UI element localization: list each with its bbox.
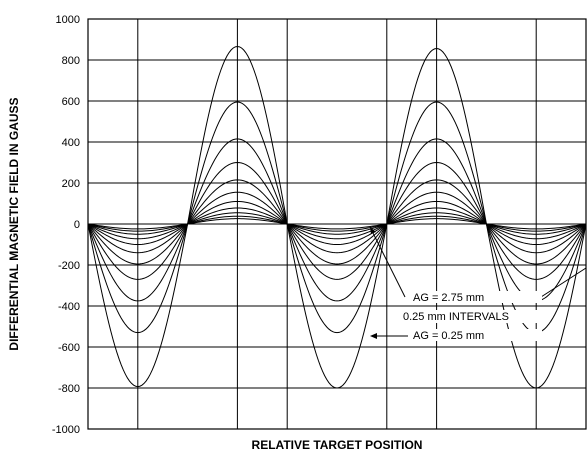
annotations: AG = 2.75 mm 0.25 mm INTERVALS AG = 0.25… <box>370 227 587 342</box>
y-tick-label: -200 <box>58 260 80 272</box>
annotation-intervals: 0.25 mm INTERVALS <box>403 311 509 323</box>
series-line <box>87 45 587 389</box>
y-tick-label: 1000 <box>56 14 80 26</box>
y-tick-label: 0 <box>74 219 80 231</box>
y-tick-label: 400 <box>62 137 80 149</box>
curves <box>87 45 587 389</box>
y-tick-labels: 1000 800 600 400 200 0 -200 -400 -600 -800 -1000 <box>52 14 80 436</box>
y-tick-label: -800 <box>58 383 80 395</box>
annotation-arrowhead-upper <box>370 227 376 234</box>
annotation-arrowhead-lower <box>370 333 377 339</box>
series-line <box>87 212 587 235</box>
annotation-box-ag-max <box>408 291 542 303</box>
series-line <box>87 191 587 254</box>
y-tick-label: -400 <box>58 301 80 313</box>
x-axis-title: RELATIVE TARGET POSITION <box>252 438 423 452</box>
series-line <box>87 138 587 302</box>
series-line <box>87 215 587 232</box>
y-tick-label: 800 <box>62 55 80 67</box>
y-tick-label: 200 <box>62 178 80 190</box>
series-line <box>87 200 587 246</box>
annotation-box-ag-min <box>408 329 542 341</box>
annotation-leader-right <box>540 267 587 298</box>
y-tick-label: -600 <box>58 342 80 354</box>
grid <box>88 18 586 430</box>
plot-frame <box>87 18 587 430</box>
y-axis-title: DIFFERENTIAL MAGNETIC FIELD IN GAUSS <box>7 97 21 350</box>
series-line <box>87 161 587 280</box>
annotation-ag-max: AG = 2.75 mm <box>413 292 484 304</box>
series-line <box>87 207 587 240</box>
series-line <box>87 179 587 265</box>
y-tick-label: 600 <box>62 96 80 108</box>
series-line <box>87 218 587 230</box>
series-line <box>87 101 587 334</box>
annotation-box-intervals <box>399 310 545 323</box>
annotation-ag-min: AG = 0.25 mm <box>413 330 484 342</box>
annotation-leader-upper <box>370 228 406 298</box>
y-tick-label: -1000 <box>52 424 80 436</box>
